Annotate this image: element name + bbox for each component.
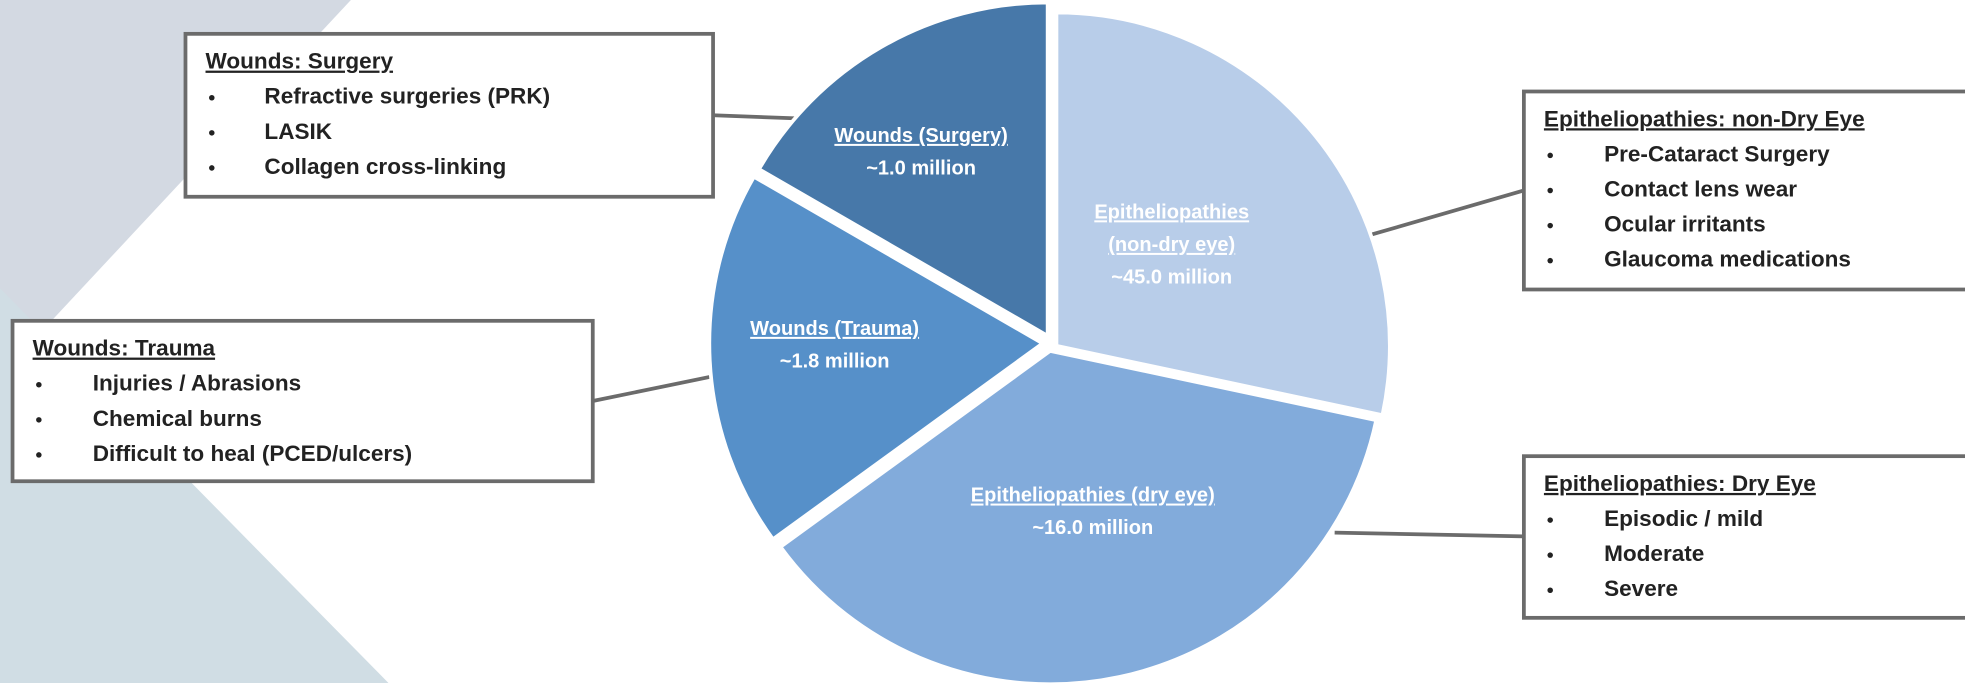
bullet (209, 165, 215, 171)
callout-item: LASIK (264, 119, 332, 144)
slice-label: (non-dry eye) (1108, 234, 1235, 256)
bullet (1547, 257, 1553, 264)
callout-item: Collagen cross-linking (264, 154, 506, 179)
bullet (1547, 152, 1553, 159)
callout-item: Chemical burns (93, 406, 262, 431)
pie-slice (777, 348, 1379, 687)
bullet (209, 94, 215, 101)
callout-item: Pre-Cataract Surgery (1604, 141, 1830, 166)
bullet (36, 452, 42, 458)
slice-label: Wounds (Surgery) (834, 125, 1007, 147)
slice-label: Wounds (Trauma) (750, 318, 919, 340)
leader-line (1371, 188, 1525, 237)
pie-slice (707, 174, 1047, 542)
callout-item: Ocular irritants (1604, 212, 1766, 237)
callout-box (1521, 454, 1965, 620)
bullet (209, 130, 215, 136)
leader-line (1334, 530, 1524, 539)
bullet (36, 417, 42, 423)
callout-title: Epitheliopathies: Dry Eye (1544, 471, 1816, 496)
callout-title: Epitheliopathies: non-Dry Eye (1544, 106, 1865, 131)
callout-item: Contact lens wear (1604, 176, 1797, 201)
bullet (1547, 187, 1553, 194)
bullet (1547, 552, 1553, 558)
callout-title: Wounds: Surgery (206, 49, 394, 74)
pie-slice (1054, 10, 1392, 418)
pie-slice (756, 0, 1050, 340)
callout-item: Moderate (1604, 541, 1704, 566)
slice-value: ~16.0 million (1032, 517, 1153, 539)
callouts: Wounds: Surgery Refractive surgeries (PRK… (10, 31, 1965, 620)
pie: Epitheliopathies (non-dry eye) ~45.0 milli… (707, 0, 1392, 687)
callout-box (183, 31, 715, 199)
callout-item: Injuries / Abrasions (93, 371, 301, 396)
bullet (36, 381, 42, 388)
slice-value: ~45.0 million (1111, 267, 1232, 289)
callout-item: Severe (1604, 576, 1678, 601)
callout-item: Episodic / mild (1604, 506, 1763, 531)
callout-title: Wounds: Trauma (33, 336, 216, 361)
slice-value: ~1.8 million (780, 350, 890, 372)
slice-label: Epitheliopathies (1094, 201, 1249, 223)
callout-item: Refractive surgeries (PRK) (264, 84, 550, 109)
bullet (1547, 587, 1553, 594)
bullet (1547, 222, 1553, 229)
callout-item: Difficult to heal (PCED/ulcers) (93, 441, 412, 466)
bullet (1547, 517, 1553, 523)
callout-box (1521, 89, 1965, 292)
slice-label: Epitheliopathies (dry eye) (971, 485, 1215, 507)
callout-item: Glaucoma medications (1604, 247, 1851, 272)
leader-line (592, 372, 721, 403)
slice-value: ~1.0 million (866, 157, 976, 179)
callout-box (10, 318, 595, 484)
